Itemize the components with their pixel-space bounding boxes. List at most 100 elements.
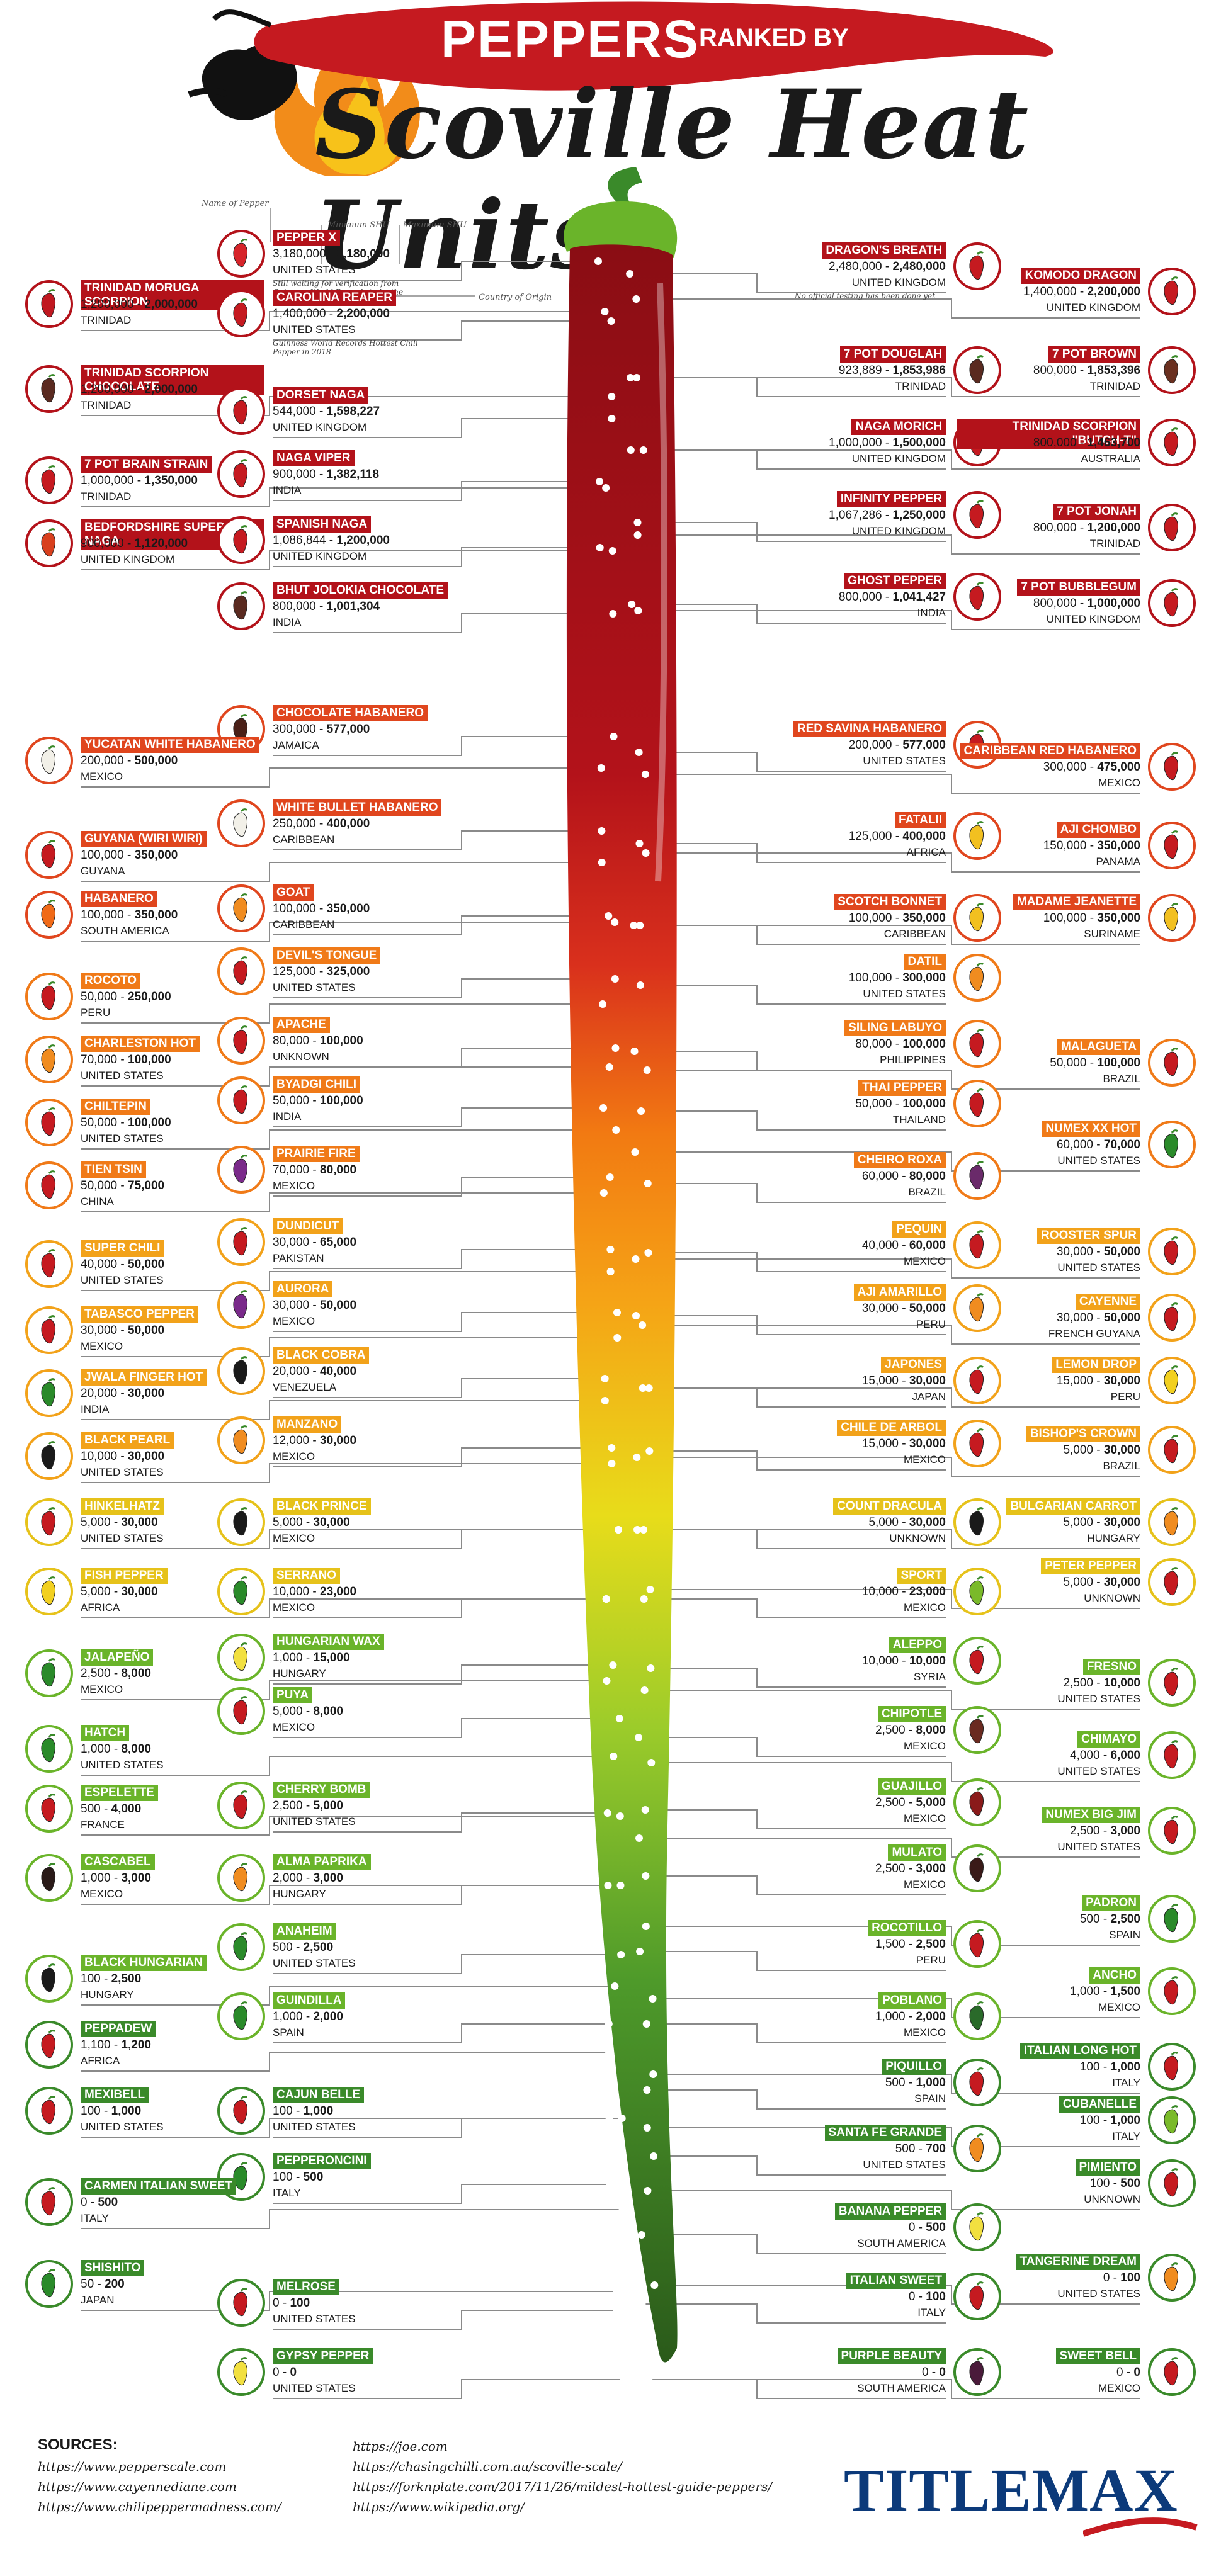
pepper-origin: UNITED STATES [863, 988, 946, 1000]
source-link[interactable]: https://www.wikipedia.org/ [353, 2499, 525, 2514]
pepper-min-shu: 30,000 [1056, 1245, 1093, 1258]
source-link[interactable]: https://chasingchilli.com.au/scoville-sc… [353, 2459, 622, 2474]
pepper-min-shu: 50 [81, 2278, 94, 2291]
connector-dot [596, 544, 604, 551]
pepper-origin: HUNGARY [273, 1888, 326, 1900]
pepper-origin: UNITED KINGDOM [1046, 613, 1140, 625]
connector-line [81, 1003, 603, 1024]
connector-dot [617, 1951, 625, 1958]
pepper-icon [25, 973, 73, 1020]
pepper-icon [217, 1347, 265, 1395]
pepper-card: JALAPEÑO 2,500 - 8,000 MEXICO [25, 1649, 264, 1712]
pepper-origin: UNITED KINGDOM [1046, 302, 1140, 314]
pepper-card: JAPONES 15,000 - 30,000 JAPAN [762, 1357, 1001, 1420]
pepper-card: ESPELETTE 500 - 4,000 FRANCE [25, 1785, 264, 1848]
pepper-icon [217, 1992, 265, 2040]
connector-line [644, 1529, 1140, 1549]
pepper-card: GUYANA (WIRI WIRI) 100,000 - 350,000 GUYAN… [25, 831, 264, 894]
pepper-name: GUAJILLO [877, 1778, 946, 1795]
pepper-shu-range: 100 - 1,000 [1079, 2114, 1140, 2127]
pepper-icon [25, 737, 73, 784]
pepper-origin: INDIA [273, 484, 302, 496]
pepper-card: BLACK PEARL 10,000 - 30,000 UNITED STATES [25, 1432, 264, 1495]
pepper-icon [25, 831, 73, 879]
pepper-max-shu: 350,000 [1097, 839, 1140, 852]
source-link[interactable]: https://www.chilipeppermadness.com/ [38, 2499, 281, 2514]
pepper-origin: FRENCH GUYANA [1048, 1328, 1140, 1340]
pepper-icon [1148, 2254, 1196, 2302]
pepper-card: KOMODO DRAGON 1,400,000 - 2,200,000 UNITED… [957, 268, 1196, 330]
pepper-max-shu: 1,853,396 [1087, 364, 1140, 377]
pepper-min-shu: 15,000 [861, 1374, 899, 1387]
source-link[interactable]: https://www.cayennediane.com [38, 2479, 237, 2494]
pepper-icon [953, 1706, 1001, 1754]
pepper-icon [953, 1992, 1001, 2040]
connector-line [81, 1463, 612, 1483]
pepper-shu-range: 5,000 - 8,000 [273, 1705, 343, 1718]
pepper-shu-range: 4,000 - 6,000 [1070, 1749, 1140, 1762]
pepper-origin: UNITED STATES [273, 2313, 356, 2325]
pepper-icon [25, 891, 73, 939]
pepper-shu-range: 50,000 - 100,000 [1050, 1056, 1140, 1070]
connector-dot [636, 981, 644, 989]
pepper-name: SPORT [897, 1568, 946, 1584]
pepper-name: MADAME JEANETTE [1013, 894, 1140, 910]
pepper-max-shu: 475,000 [1097, 760, 1140, 774]
source-link[interactable]: https://www.pepperscale.com [38, 2459, 227, 2474]
connector-line [645, 1809, 946, 1829]
connector-dot [636, 1948, 644, 1955]
title-ranked-by: RANKED BY [699, 24, 849, 52]
pepper-card: PETER PEPPER 5,000 - 30,000 UNKNOWN [957, 1558, 1196, 1621]
pepper-max-shu: 1,853,986 [892, 364, 946, 377]
pepper-card: TIEN TSIN 50,000 - 75,000 CHINA [25, 1161, 264, 1224]
pepper-max-shu: 100,000 [320, 1094, 363, 1107]
pepper-origin: ITALY [917, 2307, 946, 2319]
pepper-origin: PERU [1110, 1391, 1140, 1403]
connector-dot [613, 2288, 621, 2295]
pepper-name: SHISHITO [81, 2260, 145, 2276]
pepper-icon [1148, 504, 1196, 551]
pepper-icon [217, 516, 265, 564]
pepper-min-shu: 2,500 [875, 1796, 906, 1809]
connector-line [273, 547, 600, 567]
pepper-card: CHIPOTLE 2,500 - 8,000 MEXICO [762, 1706, 1001, 1769]
pepper-origin: UNITED STATES [81, 1070, 164, 1082]
pepper-icon [953, 1568, 1001, 1615]
pepper-min-shu: 125,000 [848, 830, 892, 843]
connector-line [81, 1680, 607, 1700]
pepper-origin: VENEZUELA [273, 1381, 337, 1393]
pepper-max-shu: 1,041,427 [892, 590, 946, 604]
pepper-card: PIQUILLO 500 - 1,000 SPAIN [762, 2059, 1001, 2121]
pepper-min-shu: 1,000 [273, 2010, 303, 2023]
pepper-origin: UNKNOWN [1084, 2193, 1140, 2205]
connector-dot [631, 1148, 639, 1156]
pepper-name: MEXIBELL [81, 2087, 149, 2103]
connector-line [641, 1110, 946, 1131]
pepper-max-shu: 3,000 [313, 1872, 343, 1885]
connector-dot [639, 1384, 647, 1392]
pepper-icon [217, 2279, 265, 2327]
pepper-origin: CARIBBEAN [273, 918, 335, 930]
pepper-min-shu: 1,200,000 [81, 383, 134, 396]
pepper-card: CUBANELLE 100 - 1,000 ITALY [957, 2096, 1196, 2159]
pepper-icon [25, 1369, 73, 1417]
pepper-card: CASCABEL 1,000 - 3,000 MEXICO [25, 1854, 264, 1917]
pepper-max-shu: 1,001,304 [326, 600, 380, 613]
source-link[interactable]: https://forknplate.com/2017/11/26/mildes… [353, 2479, 773, 2494]
pepper-icon [953, 1637, 1001, 1685]
pepper-max-shu: 30,000 [128, 1387, 165, 1400]
pepper-card: HABANERO 100,000 - 350,000 SOUTH AMERICA [25, 891, 264, 954]
pepper-max-shu: 100 [290, 2296, 310, 2310]
pepper-icon [217, 290, 265, 337]
pepper-name: PRAIRIE FIRE [273, 1146, 360, 1162]
pepper-shu-range: 100 - 500 [1089, 2177, 1140, 2190]
pepper-name: MANZANO [273, 1416, 342, 1433]
source-link[interactable]: https://joe.com [353, 2439, 448, 2454]
pepper-icon [953, 2348, 1001, 2396]
pepper-min-shu: 50,000 [81, 990, 118, 1003]
pepper-card: TRINIDAD SCORPION CHOCOLATE 1,200,000 - 2… [25, 365, 264, 428]
pepper-min-shu: 500 [885, 2076, 906, 2089]
pepper-min-shu: 500 [895, 2142, 916, 2155]
connector-dot [605, 2115, 613, 2122]
pepper-max-shu: 500,000 [134, 754, 178, 767]
